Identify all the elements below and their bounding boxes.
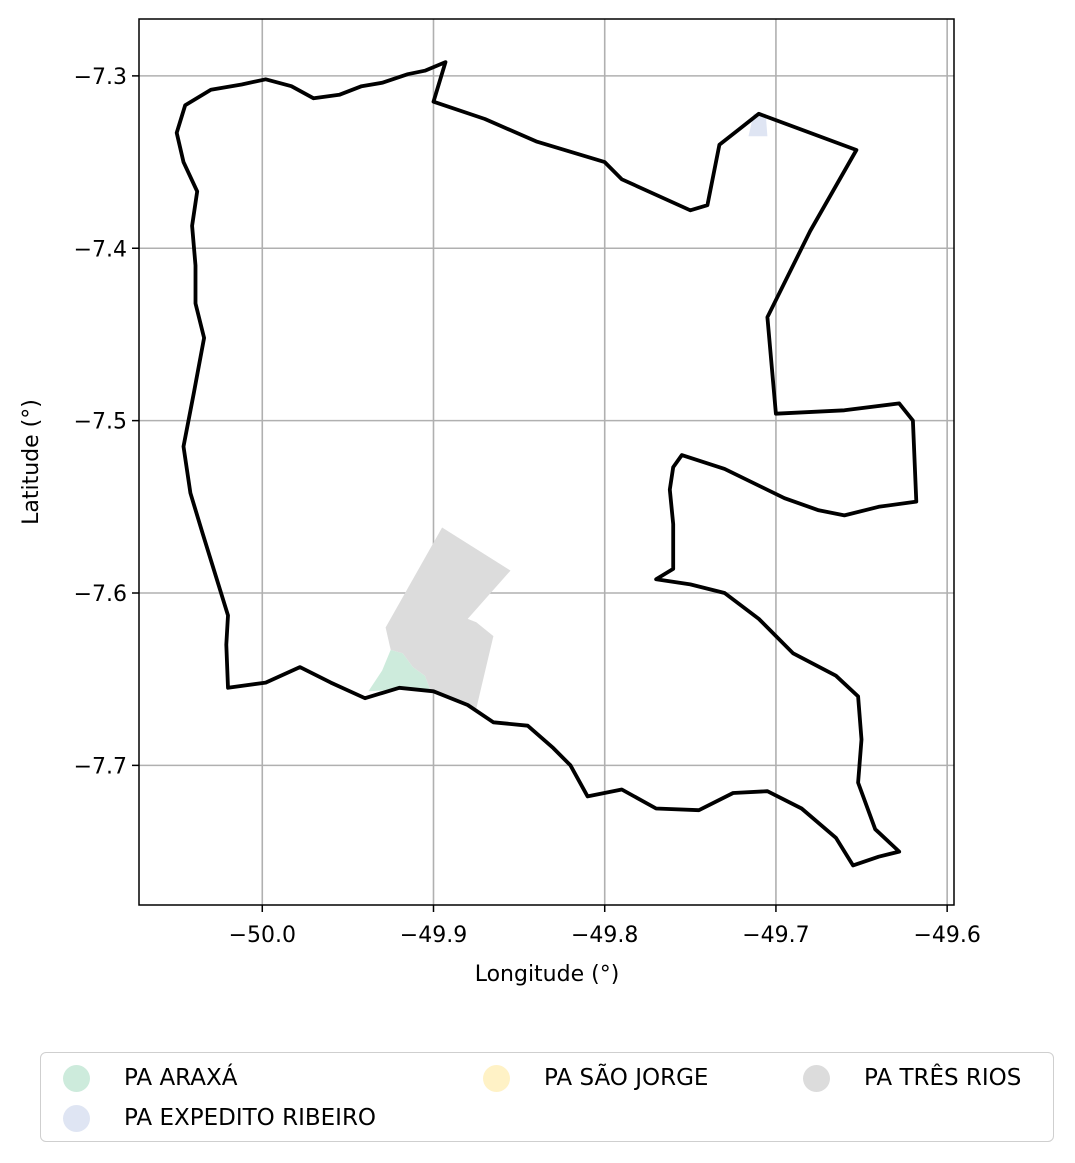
legend-label-araxa: PA ARAXÁ [124, 1065, 238, 1091]
legend-item-sao-jorge: PA SÃO JORGE [483, 1063, 708, 1093]
municipality-boundary [174, 60, 919, 868]
boundary-outline [174, 60, 919, 868]
legend-label-sao-jorge: PA SÃO JORGE [544, 1065, 709, 1091]
area-pa-araxa [368, 649, 431, 692]
legend-item-tres-rios: PA TRÊS RIOS [803, 1063, 1021, 1093]
plot-frame [138, 18, 955, 906]
legend-item-araxa: PA ARAXÁ [63, 1063, 237, 1093]
y-tick-label: −7.7 [74, 754, 127, 779]
legend-marker-tres-rios [803, 1064, 830, 1092]
x-tick-label: −49.6 [913, 923, 980, 948]
y-tick-label: −7.3 [74, 65, 127, 90]
grid-lines [139, 19, 954, 905]
legend: PA ARAXÁ PA EXPEDITO RIBEIRO PA SÃO JORG… [40, 1052, 1054, 1142]
x-tick-label: −49.7 [742, 923, 809, 948]
map-chart: −50.0 −49.9 −49.8 −49.7 −49.6 −7.3 −7.4 −7.5 −7.… [19, 18, 981, 987]
x-axis-label: Longitude (°) [475, 962, 620, 987]
legend-item-expedito-ribeiro: PA EXPEDITO RIBEIRO [63, 1103, 376, 1133]
axis-ticks: −50.0 −49.9 −49.8 −49.7 −49.6 −7.3 −7.4 −7.5 −7.… [74, 65, 981, 948]
legend-marker-sao-jorge [483, 1064, 510, 1092]
y-tick-label: −7.5 [74, 410, 127, 435]
y-tick-label: −7.6 [74, 582, 127, 607]
legend-label-expedito-ribeiro: PA EXPEDITO RIBEIRO [124, 1105, 377, 1131]
x-tick-label: −49.9 [400, 923, 467, 948]
legend-label-tres-rios: PA TRÊS RIOS [864, 1065, 1022, 1091]
x-tick-label: −50.0 [229, 923, 296, 948]
map-areas [368, 113, 768, 709]
y-axis-label: Latitude (°) [19, 399, 44, 525]
legend-marker-expedito-ribeiro [63, 1104, 90, 1132]
x-tick-label: −49.8 [571, 923, 638, 948]
area-pa-tres-rios [385, 527, 511, 709]
legend-marker-araxa [63, 1064, 90, 1092]
y-tick-label: −7.4 [74, 237, 127, 262]
